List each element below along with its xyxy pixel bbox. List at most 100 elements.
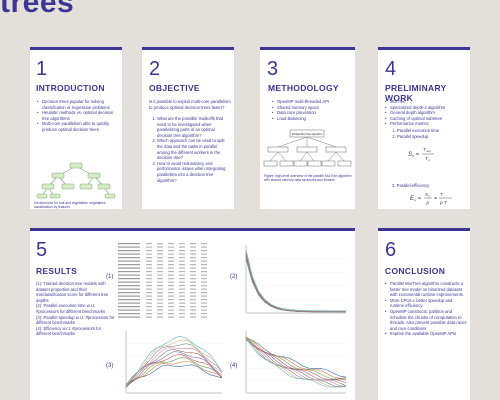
- table-cell: [190, 292, 196, 294]
- preliminary-card: 4 PRELIMINARY WORK MurTree Specialized d…: [378, 47, 470, 209]
- results-chart2-label: (2): [230, 274, 238, 280]
- methodology-bullet: Data race prevention: [272, 110, 352, 116]
- table-cell: [146, 264, 152, 266]
- table-cell: [168, 316, 174, 318]
- table-cell: [179, 309, 185, 311]
- results-table: [116, 241, 216, 321]
- table-cell: [118, 302, 140, 304]
- table-cell: [157, 264, 163, 266]
- methodology-card: 3 METHODOLOGY OpenMP multi-threaded API …: [260, 47, 355, 209]
- svg-text:=: =: [418, 196, 421, 202]
- svg-text:T: T: [423, 147, 427, 152]
- table-cell: [157, 309, 163, 311]
- svg-text:S: S: [425, 192, 428, 197]
- table-cell: [168, 264, 174, 266]
- objective-question: What are the possible tradeoffs that nee…: [157, 116, 230, 138]
- series-line: [245, 337, 347, 381]
- table-cell: [168, 253, 174, 255]
- table-cell: [146, 281, 152, 283]
- svg-text:E: E: [410, 196, 415, 202]
- table-cell: [190, 302, 196, 304]
- table-cell: [179, 260, 185, 262]
- table-cell: [157, 274, 163, 276]
- table-cell: [157, 260, 163, 262]
- table-cell: [146, 274, 152, 276]
- table-cell: [179, 281, 185, 283]
- table-cell: [201, 257, 207, 259]
- table-cell: [118, 271, 140, 273]
- table-cell: [190, 316, 196, 318]
- table-cell: [179, 316, 185, 318]
- results-line: (1): Trained decision tree models with d…: [36, 281, 109, 303]
- table-cell: [118, 264, 140, 266]
- table-cell: [190, 309, 196, 311]
- table-cell: [179, 243, 185, 245]
- table-cell: [157, 278, 163, 280]
- preliminary-bullet: Specialized depth-2 algorithm: [385, 105, 467, 111]
- table-cell: [168, 306, 174, 308]
- table-cell: [157, 246, 163, 248]
- objective-heading: OBJECTIVE: [149, 83, 200, 93]
- preliminary-bullets: MurTree Specialized depth-2 algorithm Ge…: [385, 99, 467, 127]
- table-cell: [179, 295, 185, 297]
- intro-heading: INTRODUCTION: [36, 83, 105, 93]
- series-line: [125, 343, 223, 385]
- table-cell: [118, 246, 140, 248]
- table-cell: [201, 274, 207, 276]
- table-cell: [179, 292, 185, 294]
- table-cell: [157, 306, 163, 308]
- intro-bullet: Multi-core parallelism able to quickly p…: [37, 121, 119, 132]
- objective-question: How to avoid redundancy and performance …: [157, 161, 230, 183]
- decision-tree-figure: [36, 162, 116, 199]
- table-cell: [179, 302, 185, 304]
- svg-text:=: =: [416, 152, 419, 158]
- series-line: [245, 336, 347, 380]
- table-cell: [190, 243, 196, 245]
- conclusion-number: 6: [385, 239, 397, 261]
- table-cell: [179, 246, 185, 248]
- methodology-bullets: OpenMP multi-threaded API Shared memory …: [272, 99, 352, 121]
- methodology-heading: METHODOLOGY: [268, 83, 339, 93]
- results-line: (2): Parallel execution time w.r.t. #pro…: [36, 303, 106, 314]
- series-line: [245, 252, 346, 312]
- table-cell: [118, 309, 140, 311]
- table-cell: [190, 257, 196, 259]
- efficiency-chart: [245, 331, 347, 394]
- table-cell: [146, 302, 152, 304]
- table-cell: [179, 274, 185, 276]
- svg-text:S: S: [408, 152, 412, 158]
- table-cell: [118, 313, 140, 315]
- table-cell: [201, 253, 207, 255]
- table-cell: [118, 257, 140, 259]
- table-cell: [201, 285, 207, 287]
- table-cell: [146, 250, 152, 252]
- series-line: [125, 364, 223, 387]
- table-cell: [190, 281, 196, 283]
- svg-text:p: p: [413, 198, 416, 202]
- table-cell: [146, 253, 152, 255]
- intro-caption: Decision tree for fruit and vegetables: …: [34, 201, 106, 209]
- table-cell: [201, 246, 207, 248]
- table-cell: [146, 271, 152, 273]
- speedup-formula: S p = T seq T p: [408, 147, 434, 162]
- table-cell: [201, 250, 207, 252]
- preliminary-metric: Parallel execution time: [397, 128, 466, 134]
- table-cell: [168, 250, 174, 252]
- svg-text:p: p: [429, 195, 431, 198]
- table-cell: [118, 253, 140, 255]
- preliminary-metric: Parallel speedup: [397, 134, 466, 140]
- table-cell: [179, 250, 185, 252]
- table-cell: [118, 299, 140, 301]
- table-cell: [201, 281, 207, 283]
- table-cell: [190, 278, 196, 280]
- methodology-caption: Figure: high-level overview of the paral…: [264, 174, 352, 182]
- table-cell: [168, 309, 174, 311]
- table-cell: [168, 299, 174, 301]
- table-cell: [201, 316, 207, 318]
- table-cell: [157, 253, 163, 255]
- series-line: [245, 250, 346, 312]
- table-cell: [146, 257, 152, 259]
- table-cell: [201, 299, 207, 301]
- table-cell: [168, 274, 174, 276]
- series-line: [245, 251, 346, 312]
